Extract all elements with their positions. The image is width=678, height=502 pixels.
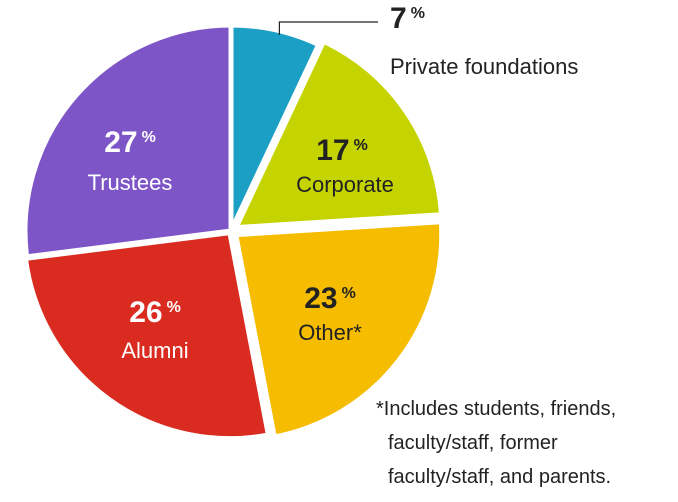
- footnote: *Includes students, friends, faculty/sta…: [376, 392, 676, 494]
- pct-label-trustees: 27%: [104, 126, 156, 159]
- category-label-other: Other*: [298, 320, 362, 345]
- category-label-corporate: Corporate: [296, 172, 394, 197]
- pie-slice-other: [233, 219, 445, 440]
- pct-label-private-foundations: 7%: [390, 2, 425, 35]
- pie-slice-corporate: [233, 38, 445, 231]
- leader-line-private-foundations: [278, 21, 378, 35]
- pct-label-other: 23%: [304, 282, 356, 315]
- footnote-line-1: *Includes students, friends,: [376, 398, 617, 420]
- footnote-line-2: faculty/staff, former: [388, 432, 558, 454]
- category-label-alumni: Alumni: [121, 338, 188, 363]
- footnote-line-3: faculty/staff, and parents.: [388, 466, 612, 488]
- pie-slice-alumni: [22, 230, 271, 442]
- category-label-trustees: Trustees: [88, 170, 173, 195]
- pie-slice-trustees: [22, 22, 234, 260]
- pct-label-corporate: 17%: [316, 134, 368, 167]
- pct-label-alumni: 26%: [129, 296, 181, 329]
- category-label-private-foundations: Private foundations: [390, 54, 578, 79]
